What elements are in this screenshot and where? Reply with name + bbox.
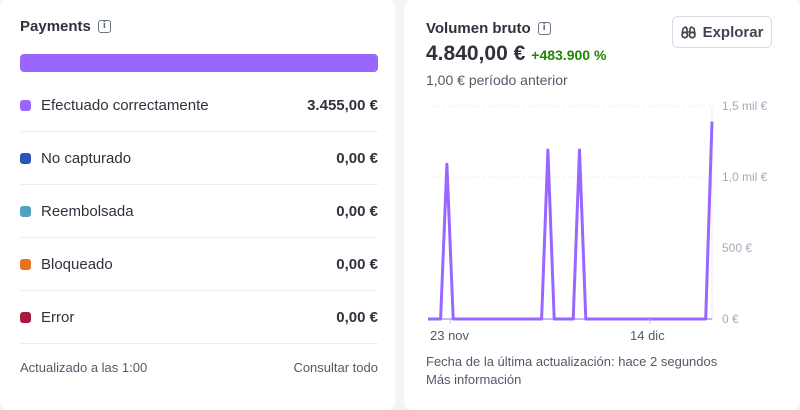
- payment-status-row-refunded[interactable]: Reembolsada 0,00 €: [20, 185, 378, 238]
- chart-grid: [428, 105, 713, 320]
- gross-volume-amount: 4.840,00 € +483.900 %: [426, 42, 606, 66]
- change-percentage: +483.900 %: [531, 47, 607, 63]
- chart-series: [428, 121, 714, 321]
- status-amount: 0,00 €: [336, 202, 378, 220]
- y-tick-label: 500 €: [722, 241, 752, 255]
- payments-title-text: Payments: [20, 18, 91, 35]
- status-amount: 0,00 €: [336, 308, 378, 326]
- y-tick-label: 1,5 mil €: [722, 99, 768, 113]
- payments-card: Payments i Efectuado correctamente 3.455…: [0, 0, 395, 410]
- gross-volume-value: 4.840,00 €: [426, 42, 526, 65]
- volume-title: Volumen bruto i: [426, 20, 551, 37]
- info-icon[interactable]: i: [537, 22, 551, 35]
- status-label: No capturado: [41, 149, 132, 167]
- gross-volume-card: Volumen bruto i Explorar 4.840,00 € +483…: [404, 0, 800, 410]
- payment-status-row-failed[interactable]: Error 0,00 €: [20, 291, 378, 344]
- volume-title-text: Volumen bruto: [426, 20, 531, 37]
- y-axis: 1,5 mil € 1,0 mil € 500 € 0 €: [722, 99, 768, 326]
- y-tick-label: 0 €: [722, 312, 739, 326]
- status-amount: 3.455,00 €: [307, 96, 378, 114]
- updated-timestamp: Actualizado a las 1:00: [20, 360, 148, 375]
- payment-status-row-blocked[interactable]: Bloqueado 0,00 €: [20, 238, 378, 291]
- info-icon[interactable]: i: [97, 20, 111, 33]
- status-label: Reembolsada: [41, 202, 134, 220]
- binoculars-icon: [680, 25, 696, 39]
- status-label: Efectuado correctamente: [41, 96, 209, 114]
- x-axis: 23 nov 14 dic: [430, 319, 665, 343]
- status-dot-succeeded: [20, 99, 31, 111]
- previous-period-amount: 1,00 € período anterior: [426, 72, 568, 88]
- status-label: Error: [41, 308, 75, 326]
- status-amount: 0,00 €: [336, 149, 378, 167]
- series-line-current: [428, 121, 714, 321]
- last-update-text: Fecha de la última actualización: hace 2…: [426, 354, 718, 369]
- status-dot-blocked: [20, 258, 31, 270]
- x-tick-label: 14 dic: [630, 328, 665, 343]
- status-amount: 0,00 €: [336, 255, 378, 273]
- payment-status-row-succeeded[interactable]: Efectuado correctamente 3.455,00 €: [20, 79, 378, 132]
- status-dot-uncaptured: [20, 152, 31, 164]
- status-label: Bloqueado: [41, 255, 113, 273]
- more-info-link[interactable]: Más información: [426, 372, 522, 387]
- payment-status-row-uncaptured[interactable]: No capturado 0,00 €: [20, 132, 378, 185]
- payments-title: Payments i: [20, 18, 111, 35]
- gross-volume-chart[interactable]: 1,5 mil € 1,0 mil € 500 € 0 € 23 nov 14 dic: [404, 95, 800, 345]
- status-dot-refunded: [20, 205, 31, 217]
- view-all-link[interactable]: Consultar todo: [293, 360, 378, 375]
- status-dot-failed: [20, 311, 31, 323]
- payments-status-bar[interactable]: [20, 54, 378, 72]
- explore-button[interactable]: Explorar: [672, 16, 772, 48]
- y-tick-label: 1,0 mil €: [722, 170, 768, 184]
- explore-button-label: Explorar: [702, 23, 764, 41]
- x-tick-label: 23 nov: [430, 328, 470, 343]
